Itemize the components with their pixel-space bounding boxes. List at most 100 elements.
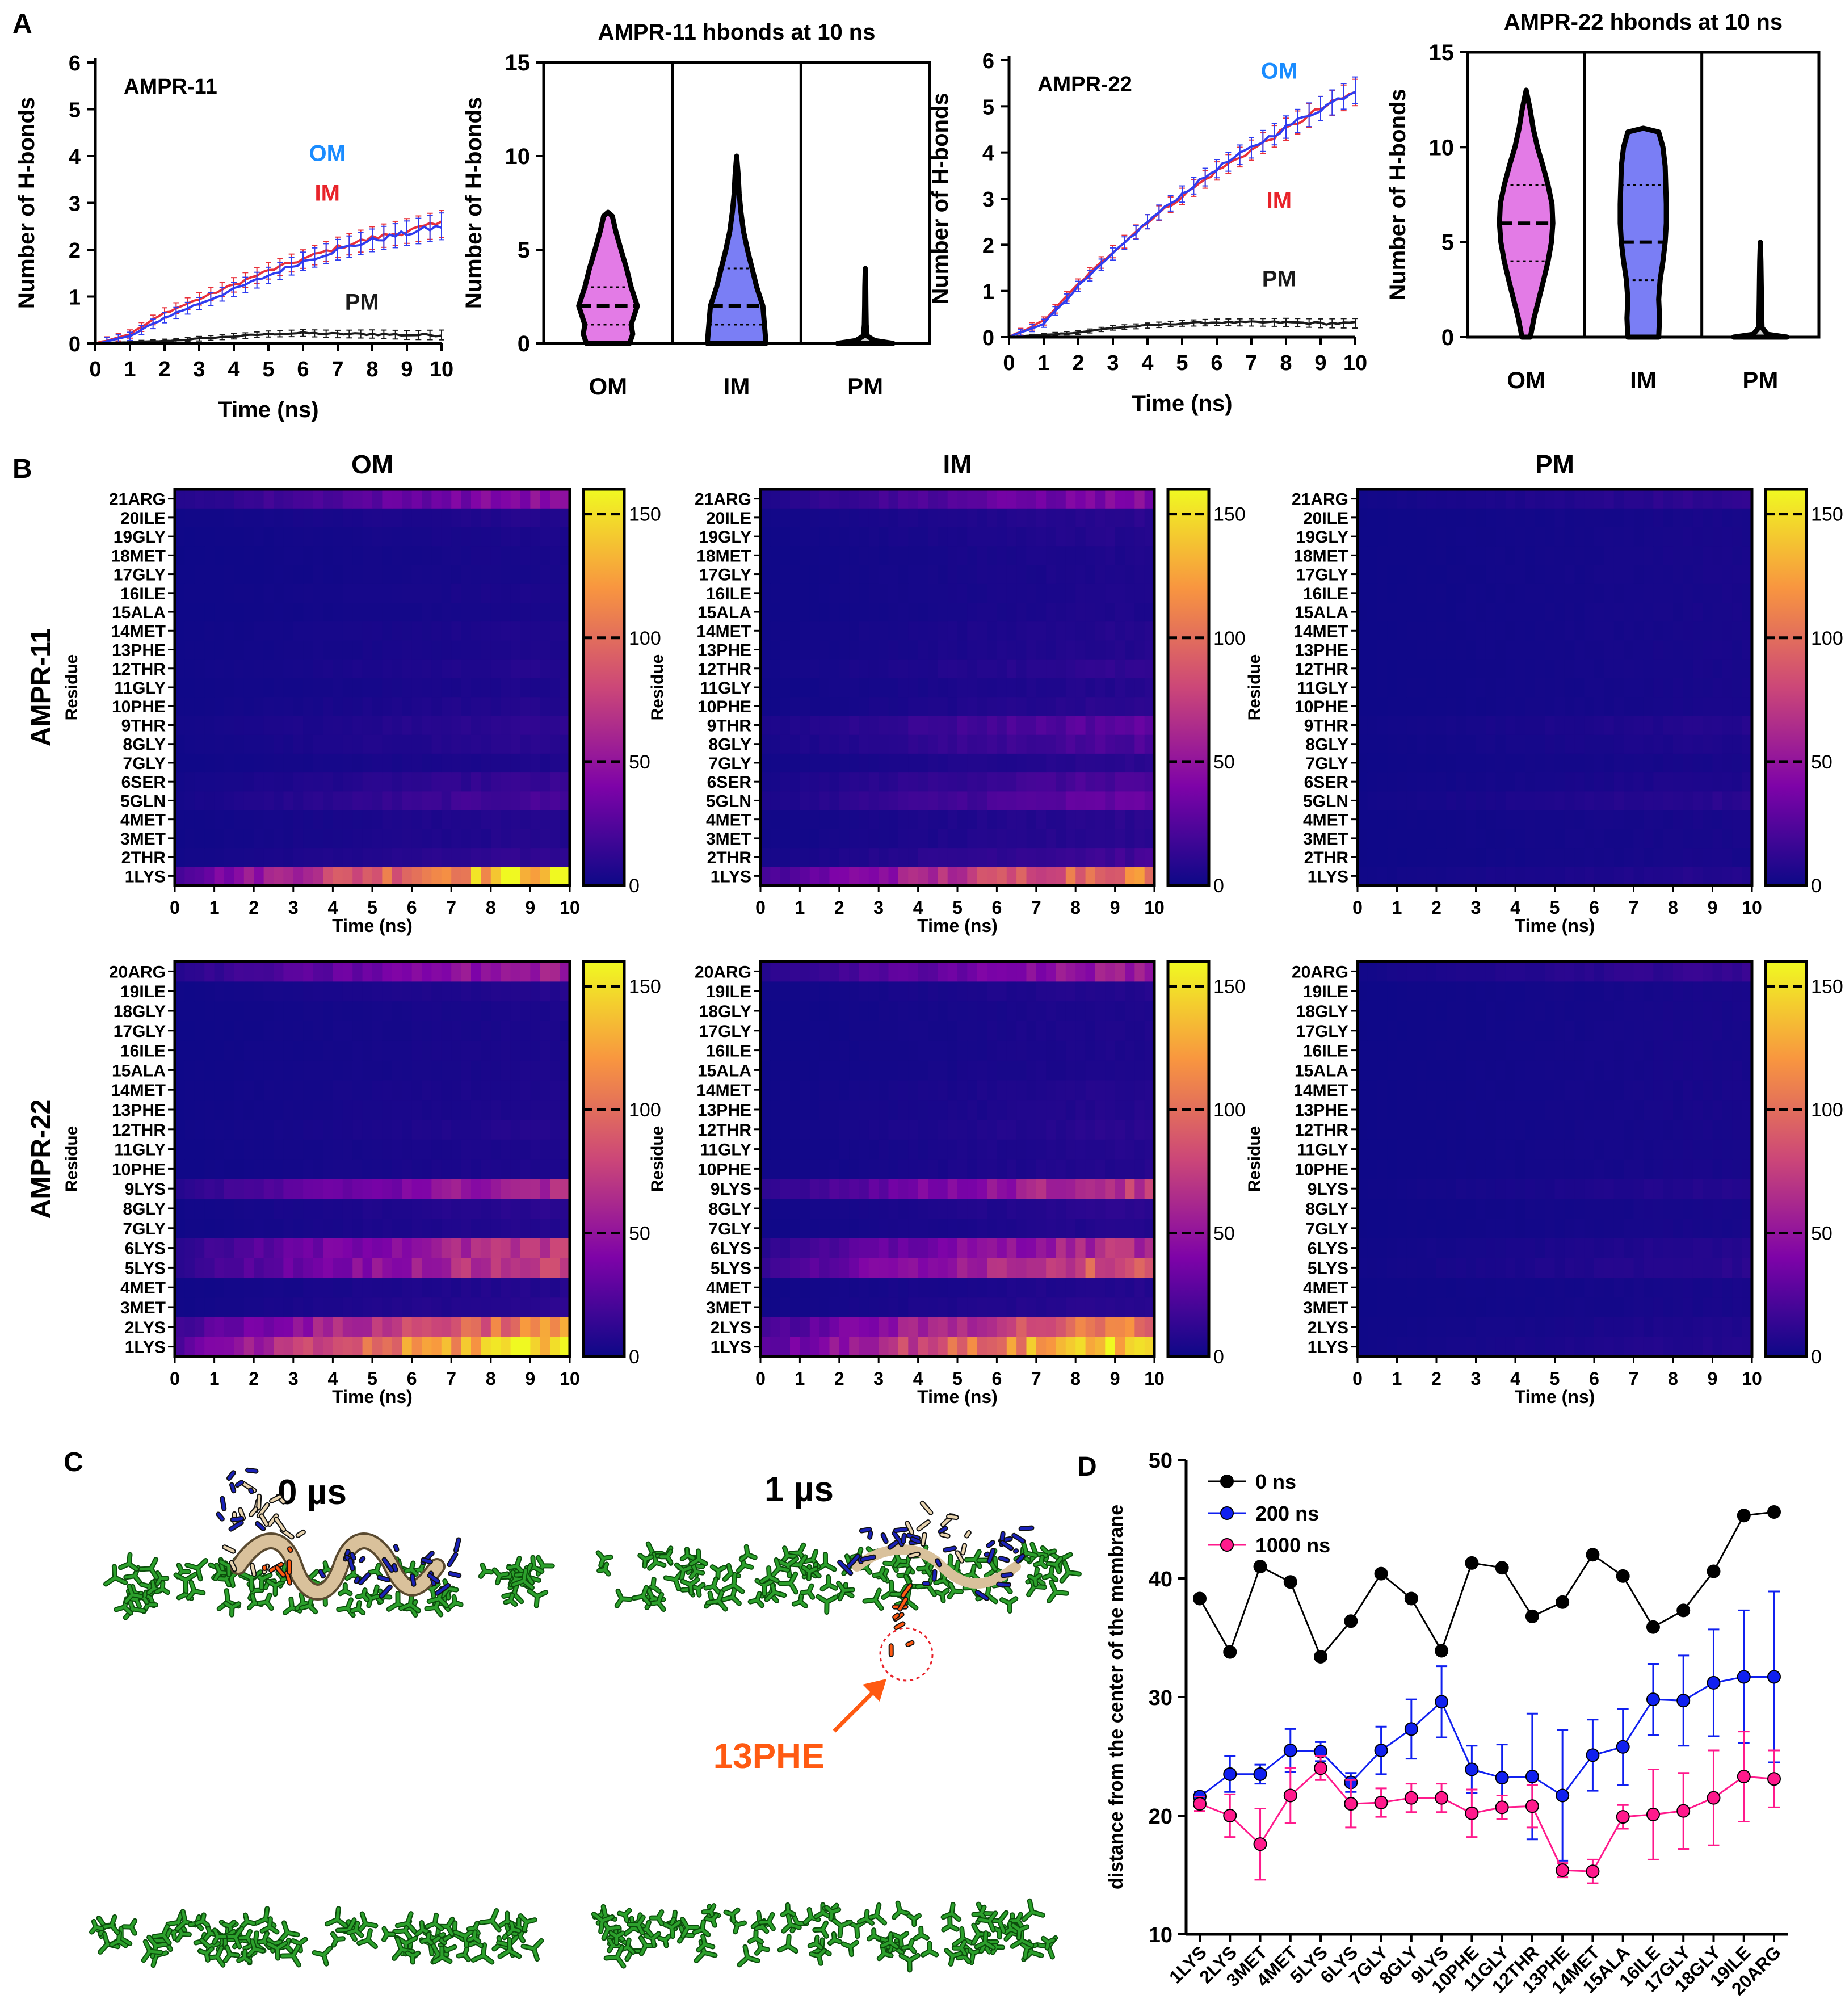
heatmap-cell: [402, 866, 413, 886]
heatmap-cell: [451, 659, 462, 678]
heatmap-cell: [1643, 753, 1654, 773]
heatmap-cell: [372, 734, 383, 754]
heatmap-cell: [352, 602, 363, 622]
heatmap-cell: [1456, 602, 1466, 622]
series-label-pm: PM: [345, 290, 379, 315]
heatmap-cell: [352, 583, 363, 603]
heatmap-cell: [888, 1277, 899, 1298]
residue-label: 13PHE: [697, 1101, 751, 1120]
heatmap-cell: [1387, 696, 1398, 716]
heatmap-cell: [274, 1337, 284, 1357]
heatmap-ampr-11-im: 1LYS2THR3MET4MET5GLN6SER7GLY8GLY9THR10PH…: [648, 450, 1246, 936]
heatmap-cell: [1016, 1099, 1027, 1120]
heatmap-cell: [987, 1119, 997, 1140]
heatmap-cell: [1613, 583, 1624, 603]
x-tick-label: 10: [1343, 351, 1367, 375]
heatmap-cell: [918, 866, 928, 886]
heatmap-cell: [540, 866, 550, 886]
heatmap-cell: [234, 1317, 245, 1337]
heatmap-cell: [997, 545, 1007, 565]
heatmap-cell: [461, 1080, 472, 1101]
heatmap-cell: [1358, 640, 1368, 660]
heatmap-cell: [839, 1277, 850, 1298]
heatmap-cell: [868, 847, 879, 867]
heatmap-cell: [560, 1040, 570, 1061]
heatmap-cell: [352, 1317, 363, 1337]
colorbar: [582, 488, 626, 887]
heatmap-cell: [898, 810, 909, 829]
heatmap-cell: [1663, 508, 1674, 527]
heatmap-cell: [392, 527, 402, 547]
x-tick-label: 6: [992, 897, 1002, 918]
heatmap-cell: [977, 1297, 987, 1317]
heatmap-cell: [481, 489, 491, 509]
heatmap-cell: [333, 1337, 343, 1357]
heatmap-cell: [888, 715, 899, 735]
heatmap-cell: [1036, 527, 1047, 547]
heatmap-cell: [362, 545, 373, 565]
heatmap-cell: [1456, 829, 1466, 849]
heatmap-cell: [1144, 1218, 1155, 1238]
heatmap-cell: [1065, 678, 1076, 698]
heatmap-cell: [1742, 545, 1752, 565]
heatmap-cell: [510, 1297, 521, 1317]
heatmap-cell: [481, 715, 491, 735]
heatmap-cell: [243, 734, 254, 754]
heatmap-cell: [313, 1159, 323, 1179]
heatmap-cell: [957, 847, 968, 867]
heatmap-cell: [1604, 715, 1615, 735]
heatmap-cell: [333, 791, 343, 810]
heatmap-cell: [967, 1198, 978, 1219]
heatmap-cell: [928, 1119, 938, 1140]
heatmap-cell: [520, 621, 531, 641]
heatmap-cell: [1016, 1277, 1027, 1298]
heatmap-cell: [560, 678, 570, 698]
heatmap-cell: [254, 1139, 264, 1160]
heatmap-cell: [1476, 545, 1486, 565]
heatmap-cell: [243, 1159, 254, 1179]
heatmap-cell: [918, 1337, 928, 1357]
heatmap-cell: [859, 659, 869, 678]
heatmap-cell: [1564, 621, 1575, 641]
heatmap-cell: [977, 659, 987, 678]
heatmap-cell: [372, 1218, 383, 1238]
heatmap-cell: [422, 715, 432, 735]
heatmap-cell: [1466, 489, 1477, 509]
heatmap-cell: [780, 772, 791, 792]
heatmap-cell: [839, 1099, 850, 1120]
heatmap-cell: [1046, 545, 1057, 565]
heatmap-cell: [1105, 829, 1116, 849]
heatmap-cell: [362, 1001, 373, 1021]
heatmap-cell: [1515, 659, 1525, 678]
heatmap-cell: [849, 1080, 860, 1101]
heatmap-cell: [1056, 1119, 1066, 1140]
heatmap-cell: [770, 545, 781, 565]
heatmap-cell: [1722, 545, 1733, 565]
heatmap-cell: [1663, 847, 1674, 867]
heatmap-cell: [1144, 659, 1155, 678]
heatmap-cell: [451, 791, 462, 810]
heatmap-cell: [175, 1099, 185, 1120]
heatmap-cell: [1426, 829, 1437, 849]
heatmap-cell: [263, 981, 274, 1002]
heatmap-cell: [1673, 508, 1683, 527]
heatmap-cell: [1545, 508, 1556, 527]
heatmap-cell: [411, 866, 422, 886]
heatmap-cell: [510, 1258, 521, 1278]
heatmap-cell: [1134, 583, 1145, 603]
heatmap-cell: [303, 961, 314, 982]
heatmap-cell: [1712, 602, 1723, 622]
heatmap-cell: [471, 753, 481, 773]
heatmap-cell: [1594, 545, 1604, 565]
heatmap-cell: [372, 696, 383, 716]
heatmap-cell: [1604, 678, 1615, 698]
heatmap-cell: [501, 866, 511, 886]
heatmap-cell: [274, 1020, 284, 1041]
x-tick-label: 5: [367, 1368, 377, 1389]
heatmap-cell: [1476, 583, 1486, 603]
heatmap-cell: [1505, 640, 1516, 660]
heatmap-cell: [372, 772, 383, 792]
heatmap-cell: [382, 508, 393, 527]
heatmap-cell: [254, 715, 264, 735]
heatmap-ampr-11-om: 1LYS2THR3MET4MET5GLN6SER7GLY8GLY9THR10PH…: [62, 450, 661, 936]
